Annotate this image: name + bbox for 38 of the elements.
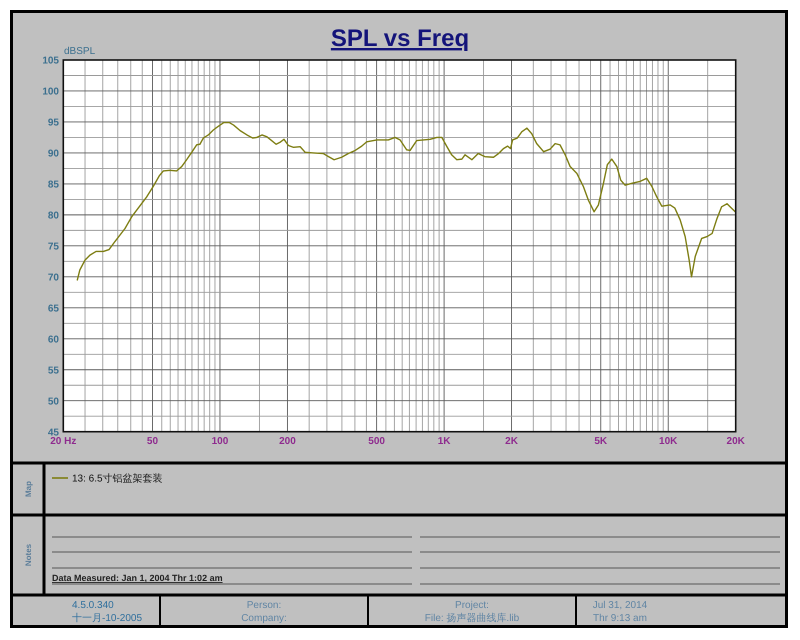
y-tick-label: 65 <box>48 303 60 314</box>
x-tick-label: 500 <box>368 436 386 447</box>
y-tick-label: 75 <box>48 241 60 252</box>
y-tick-label: 90 <box>48 148 60 160</box>
legend-label: 13: 6.5寸铝盆架套装 <box>72 472 163 484</box>
text: Person: <box>246 600 282 611</box>
y-tick-label: 95 <box>48 118 60 129</box>
legend: 13: 6.5寸铝盆架套装 <box>52 474 163 484</box>
y-tick-label: 80 <box>48 210 60 222</box>
x-tick-label: 200 <box>279 436 296 447</box>
y-axis-title: dBSPL <box>64 46 96 57</box>
text: 4.5.0.340 <box>72 600 114 611</box>
y-tick-label: 55 <box>48 365 60 376</box>
text: Company: <box>241 613 287 624</box>
text: File: 扬声器曲线库.lib <box>424 612 520 624</box>
y-tick-label: 45 <box>48 427 60 438</box>
y-tick-label: 85 <box>48 180 60 190</box>
x-tick-label: 5K <box>594 436 608 447</box>
chart-title: SPL vs Freq <box>330 25 470 52</box>
text: Jul 31, 2014 <box>592 600 648 611</box>
text: 十一月-10-2005 <box>72 612 142 624</box>
y-tick-label: 100 <box>42 86 60 98</box>
x-tick-label: 10K <box>659 436 678 447</box>
x-tick-label: 2K <box>505 436 519 447</box>
x-tick-label: 1K <box>438 436 452 447</box>
text: Map <box>24 480 33 497</box>
text: Thr 9:13 am <box>593 613 647 624</box>
text: Notes <box>24 543 33 566</box>
text: Data Measured: Jan 1, 2004 Thr 1:02 am <box>52 573 223 583</box>
x-tick-label: 20 Hz <box>50 436 76 447</box>
x-tick-label: 50 <box>146 436 158 447</box>
text: Project: <box>455 600 489 611</box>
y-tick-label: 70 <box>48 272 60 284</box>
y-tick-label: 50 <box>48 396 60 408</box>
y-tick-label: 105 <box>42 56 60 67</box>
y-tick-label: 60 <box>48 334 60 346</box>
x-tick-label: 20K <box>726 436 746 447</box>
x-tick-label: 100 <box>212 436 229 447</box>
